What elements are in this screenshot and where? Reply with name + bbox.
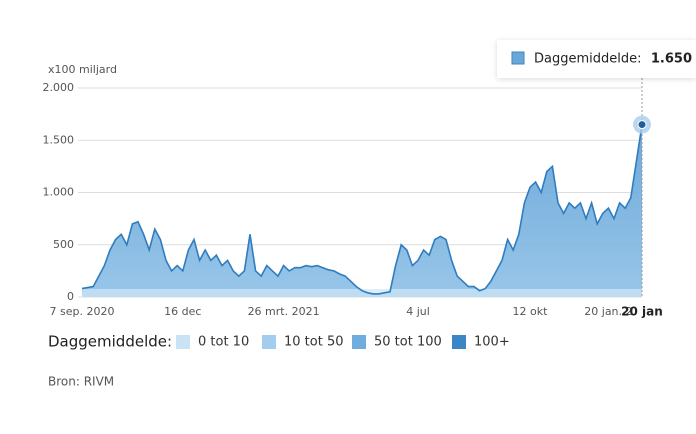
tooltip-box [497,40,696,78]
y-tick-label: 500 [53,238,74,251]
legend-label: 100+ [474,335,510,350]
y-tick-label: 2.000 [43,81,75,94]
legend-swatch [452,335,466,349]
legend-title: Daggemiddelde: [48,333,172,351]
x-tick-label: 4 jul [406,305,430,318]
tooltip-label: Daggemiddelde: [534,52,642,67]
x-tick-label: 20 jan. 2 [584,305,632,318]
legend-swatch [352,335,366,349]
legend-label: 50 tot 100 [374,335,442,350]
legend-label: 0 tot 10 [198,335,249,350]
area [82,124,642,297]
y-tick-label: 1.500 [43,133,75,146]
legend-swatch [262,335,276,349]
x-tick-label: 16 dec [164,305,201,318]
x-tick-label: 7 sep. 2020 [50,305,115,318]
line [81,124,643,295]
y-tick-label: 1.000 [43,186,75,199]
tooltip-swatch [511,51,525,65]
tooltip-value: 1.650 [651,52,692,67]
source: Bron: RIVM [48,375,114,389]
y-unit-label: x100 miljard [48,63,117,76]
legend-swatch [176,335,190,349]
x-tick-label: 12 okt [513,305,549,318]
legend-label: 10 tot 50 [284,335,344,350]
x-tick-label: 26 mrt. 2021 [248,305,320,318]
low-band [82,289,642,297]
point [637,120,647,130]
y-tick-label: 0 [67,290,74,303]
x-tick-label: 20 jan [621,305,663,319]
